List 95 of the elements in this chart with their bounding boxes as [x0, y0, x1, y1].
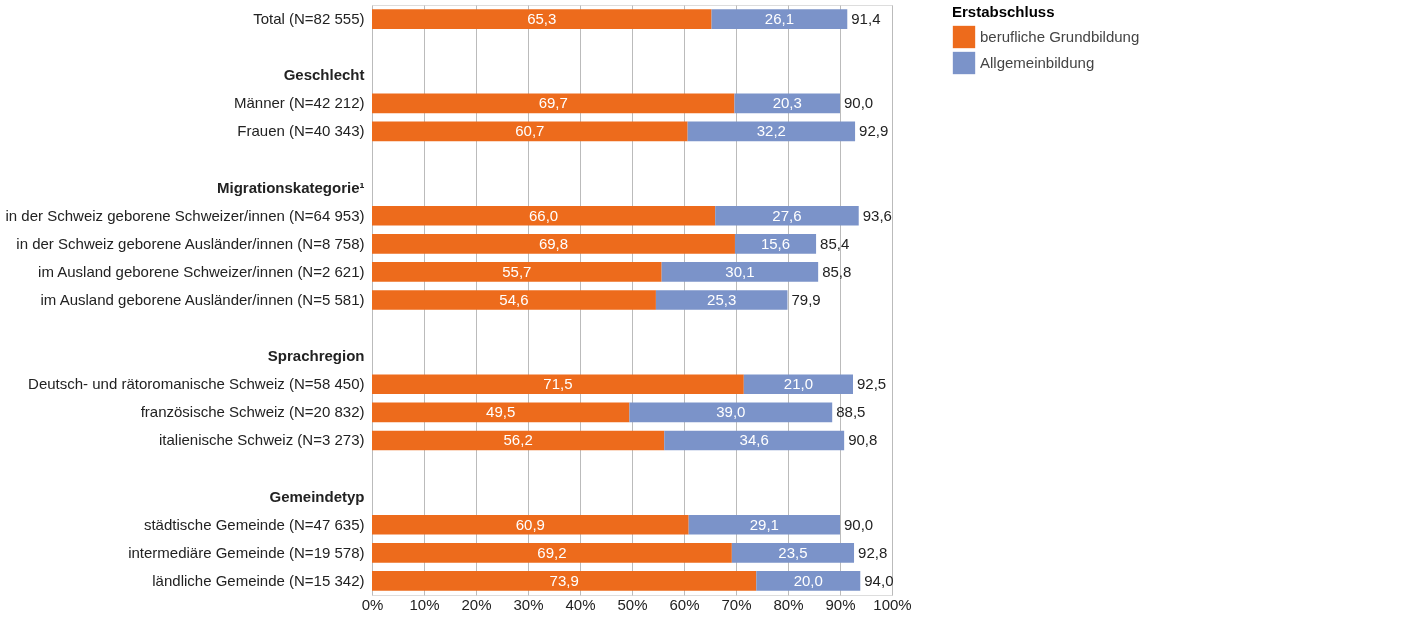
x-tick-label: 90%	[825, 595, 856, 613]
bar	[372, 121, 688, 142]
x-tick-label: 10%	[409, 595, 440, 613]
total-label: 79,9	[791, 291, 821, 308]
legend-label: Allgemeinbildung	[980, 54, 1095, 71]
data-label: 26,1	[764, 10, 795, 28]
y-tick-label: in der Schweiz geborene Schweizer/innen (N=64 953)	[5, 206, 365, 224]
y-tick-label: in der Schweiz geborene Ausländer/innen (N=8 758)	[16, 234, 365, 252]
data-label: 49,5	[486, 403, 516, 421]
data-label: 69,2	[537, 543, 567, 561]
data-label: 71,5	[543, 375, 573, 393]
data-label: 32,2	[756, 122, 786, 140]
x-tick-label: 80%	[773, 595, 804, 613]
bar	[756, 571, 861, 591]
data-label: 56,2	[503, 431, 533, 449]
data-label: 34,6	[739, 431, 769, 449]
legend-title: Erstabschluss	[952, 3, 1055, 20]
y-tick-label: Migrationskategorie¹	[216, 178, 365, 196]
data-label: 60,9	[515, 515, 545, 533]
bar	[372, 543, 732, 563]
x-tick-label: 0%	[361, 595, 384, 613]
bar	[731, 543, 855, 563]
bar	[734, 233, 817, 254]
bar	[372, 402, 630, 423]
total-label: 92,9	[859, 122, 889, 140]
bar	[661, 262, 819, 282]
total-label: 88,5	[836, 403, 866, 421]
bar	[687, 121, 856, 142]
data-label: 54,6	[499, 291, 529, 308]
y-tick-label: Sprachregion	[267, 347, 365, 365]
x-tick-label: 20%	[461, 595, 492, 613]
bar	[372, 262, 662, 282]
data-label: 73,9	[549, 571, 579, 589]
data-label: 30,1	[725, 262, 755, 280]
x-tick-label: 70%	[721, 595, 752, 613]
data-label: 39,0	[716, 403, 746, 421]
bar	[715, 205, 859, 226]
bar	[711, 9, 848, 29]
bar	[372, 9, 712, 29]
data-label: 65,3	[527, 10, 557, 28]
y-tick-label: französische Schweiz (N=20 832)	[140, 403, 365, 421]
y-tick-label: ländliche Gemeinde (N=15 342)	[152, 571, 365, 589]
bar	[372, 374, 744, 395]
x-tick-label: 40%	[565, 595, 596, 613]
y-tick-label: Deutsch- und rätoromanische Schweiz (N=58 450)	[28, 375, 365, 393]
y-tick-label: Gemeindetyp	[269, 487, 365, 505]
y-tick-label: Total (N=82 555)	[253, 10, 365, 28]
y-tick-label: städtische Gemeinde (N=47 635)	[143, 515, 365, 533]
x-tick-label: 50%	[617, 595, 648, 613]
bar	[372, 571, 757, 591]
total-label: 90,0	[844, 515, 874, 533]
y-tick-label: im Ausland geborene Schweizer/innen (N=2 621)	[38, 262, 365, 280]
x-tick-label: 100%	[873, 595, 912, 613]
bar	[372, 205, 716, 226]
legend-label: berufliche Grundbildung	[980, 28, 1140, 45]
total-label: 90,0	[844, 94, 874, 112]
data-label: 20,3	[772, 94, 802, 112]
y-tick-label: Frauen (N=40 343)	[237, 122, 365, 140]
bar	[372, 430, 665, 451]
data-label: 21,0	[783, 375, 813, 393]
total-label: 94,0	[864, 571, 894, 589]
data-label: 20,0	[793, 571, 823, 589]
bar	[743, 374, 853, 395]
y-tick-label: im Ausland geborene Ausländer/innen (N=5 581)	[40, 291, 365, 308]
total-label: 90,8	[848, 431, 878, 449]
total-label: 91,4	[851, 10, 881, 28]
x-tick-label: 30%	[513, 595, 544, 613]
bar	[655, 290, 788, 310]
data-label: 69,7	[538, 94, 568, 112]
data-label: 60,7	[515, 122, 545, 140]
total-label: 93,6	[862, 206, 892, 224]
data-label: 69,8	[538, 234, 569, 252]
bar	[372, 514, 689, 535]
x-tick-label: 60%	[669, 595, 700, 613]
total-label: 85,4	[820, 234, 850, 252]
y-tick-label: intermediäre Gemeinde (N=19 578)	[128, 543, 365, 561]
data-label: 23,5	[778, 543, 808, 561]
data-label: 27,6	[772, 206, 802, 224]
total-label: 85,8	[822, 262, 852, 280]
bar	[372, 233, 735, 254]
bar	[664, 430, 845, 451]
bar	[629, 402, 833, 423]
y-tick-label: Männer (N=42 212)	[234, 94, 365, 112]
bar	[372, 290, 656, 310]
total-label: 92,8	[858, 543, 888, 561]
y-tick-label: Geschlecht	[283, 66, 365, 84]
bar	[372, 93, 735, 114]
data-label: 66,0	[529, 206, 559, 224]
data-label: 55,7	[502, 262, 532, 280]
data-label: 15,6	[760, 234, 791, 252]
total-label: 92,5	[857, 375, 887, 393]
y-tick-label: italienische Schweiz (N=3 273)	[158, 431, 365, 449]
data-label: 25,3	[707, 291, 737, 308]
bar	[688, 514, 840, 535]
data-label: 29,1	[749, 515, 779, 533]
